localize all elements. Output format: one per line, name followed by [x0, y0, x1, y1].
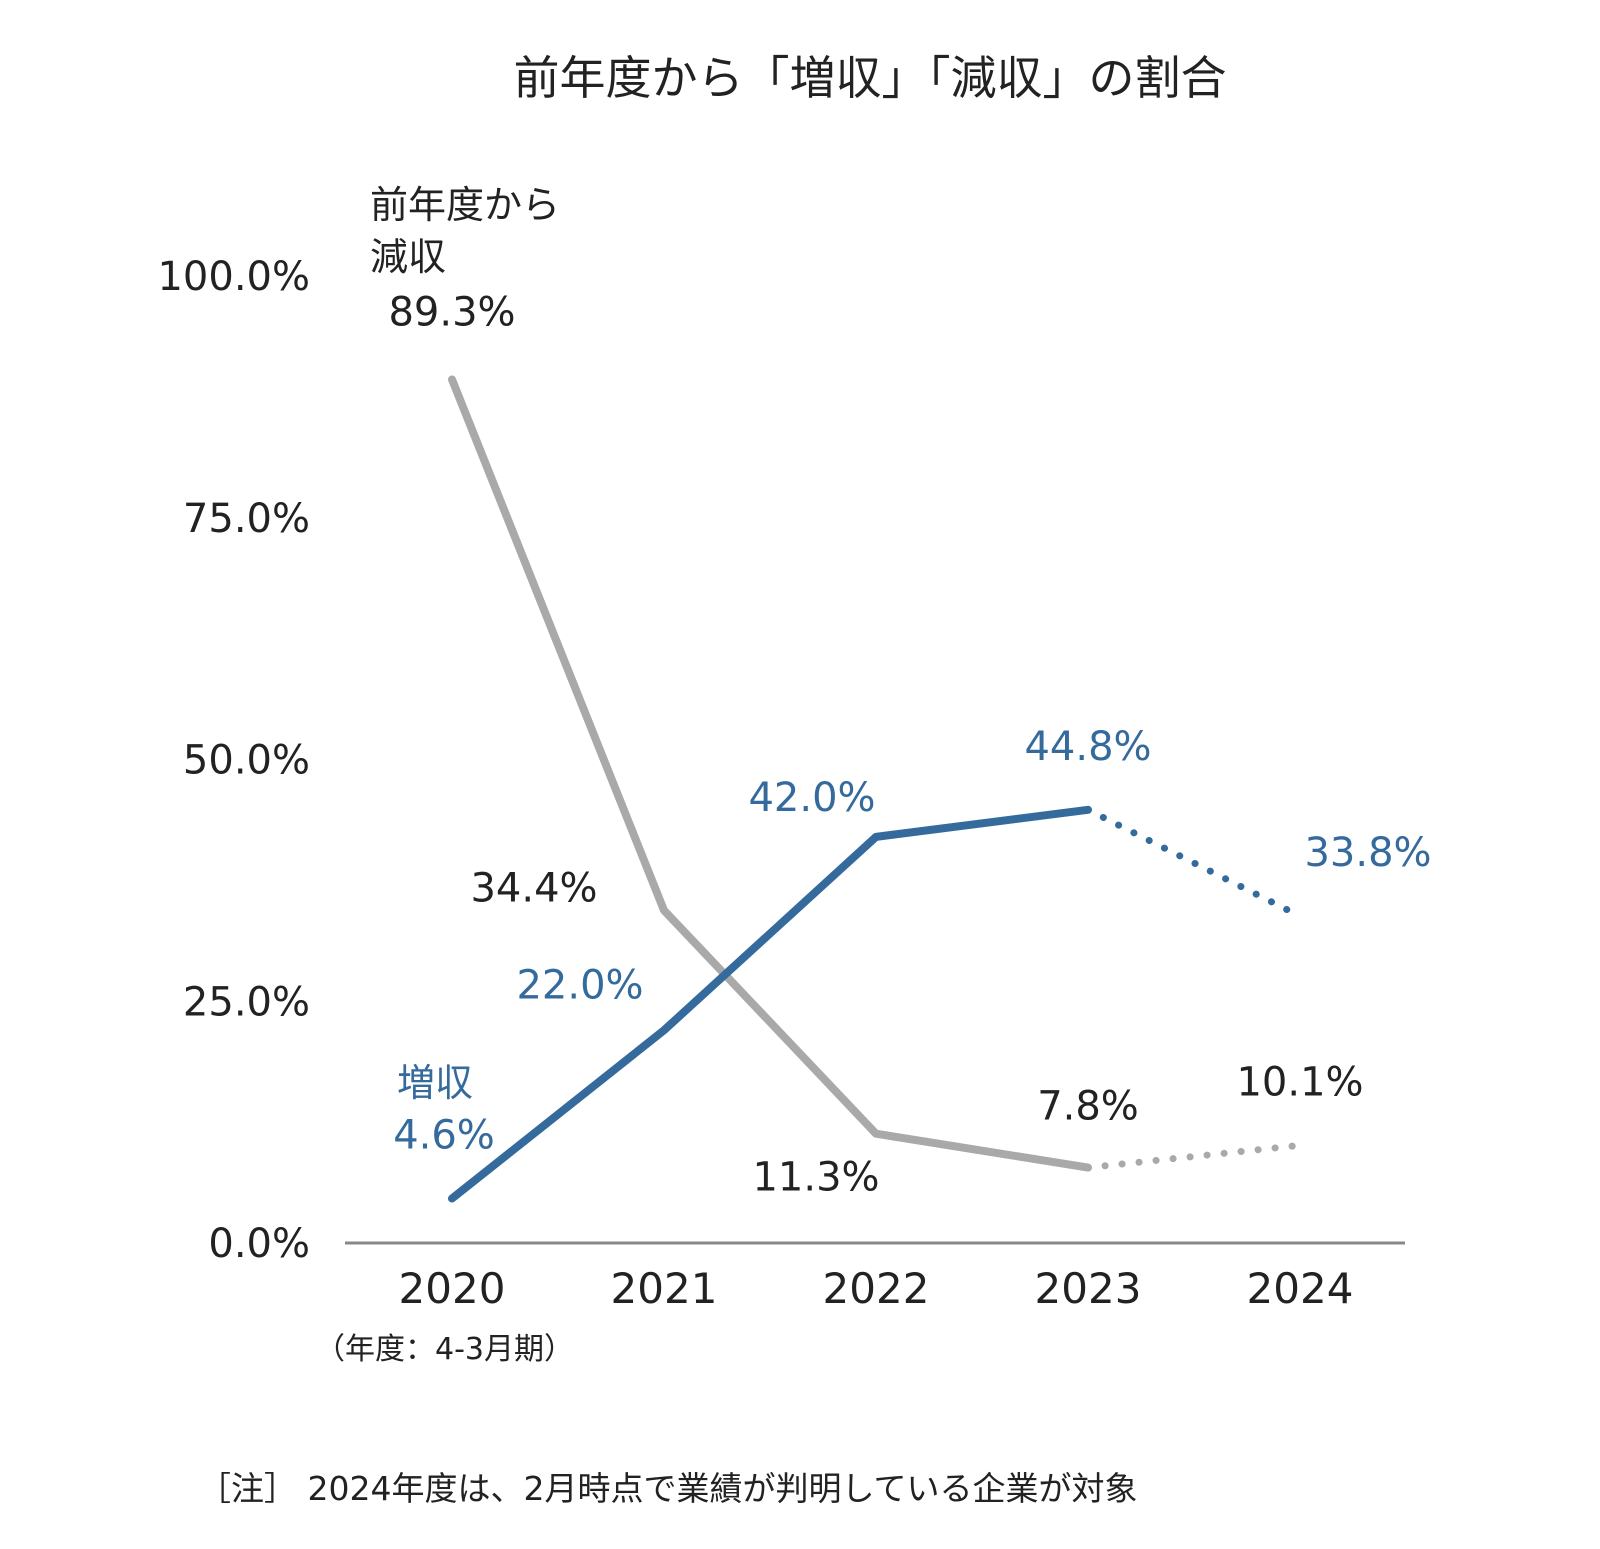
y-tick-label: 25.0% — [183, 979, 310, 1025]
x-tick-label: 2022 — [823, 1264, 930, 1313]
data-labels-layer: 89.3% 34.4% 11.3% 7.8% 10.1% 4.6% 22.0% 42.0% 44… — [388, 289, 1431, 1200]
series-label-decrease-line2: 減収 — [370, 235, 446, 279]
data-label-increase-2021: 22.0% — [516, 962, 643, 1008]
data-label-increase-2020: 4.6% — [393, 1113, 495, 1159]
series-label-decrease-line1: 前年度から — [370, 183, 560, 227]
series-line-decrease — [448, 375, 1092, 1172]
data-label-increase-2022: 42.0% — [748, 775, 875, 821]
data-label-increase-2024: 33.8% — [1304, 830, 1431, 876]
series-label-increase: 増収 — [397, 1061, 473, 1105]
series-line-increase-dotted — [1084, 806, 1304, 920]
series-line-decrease-dotted — [1084, 1141, 1304, 1172]
x-tick-label: 2024 — [1247, 1264, 1354, 1313]
data-label-decrease-2023: 7.8% — [1037, 1084, 1139, 1130]
data-label-decrease-2020: 89.3% — [388, 289, 515, 335]
y-axis: 0.0% 25.0% 50.0% 75.0% 100.0% — [157, 254, 310, 1267]
x-axis: 2020 2021 2022 2023 2024 — [399, 1264, 1354, 1313]
y-tick-label: 100.0% — [157, 254, 310, 300]
x-tick-label: 2021 — [611, 1264, 718, 1313]
x-tick-label: 2020 — [399, 1264, 506, 1313]
y-tick-label: 0.0% — [208, 1221, 310, 1267]
series-line-increase — [448, 805, 1092, 1203]
y-tick-label: 50.0% — [183, 738, 310, 784]
x-tick-label: 2023 — [1035, 1264, 1142, 1313]
y-tick-label: 75.0% — [183, 496, 310, 542]
chart-title: 前年度から「増収」「減収」の割合 — [514, 51, 1227, 105]
data-label-decrease-2024: 10.1% — [1236, 1059, 1363, 1105]
footnote: ［注］ 2024年度は、2月時点で業績が判明している企業が対象 — [198, 1469, 1137, 1508]
x-axis-unit-label: （年度：4-3月期） — [315, 1332, 574, 1367]
data-label-decrease-2022: 11.3% — [752, 1155, 879, 1201]
data-label-increase-2023: 44.8% — [1024, 724, 1151, 770]
data-label-decrease-2021: 34.4% — [470, 865, 597, 911]
series-layer — [448, 375, 1304, 1203]
